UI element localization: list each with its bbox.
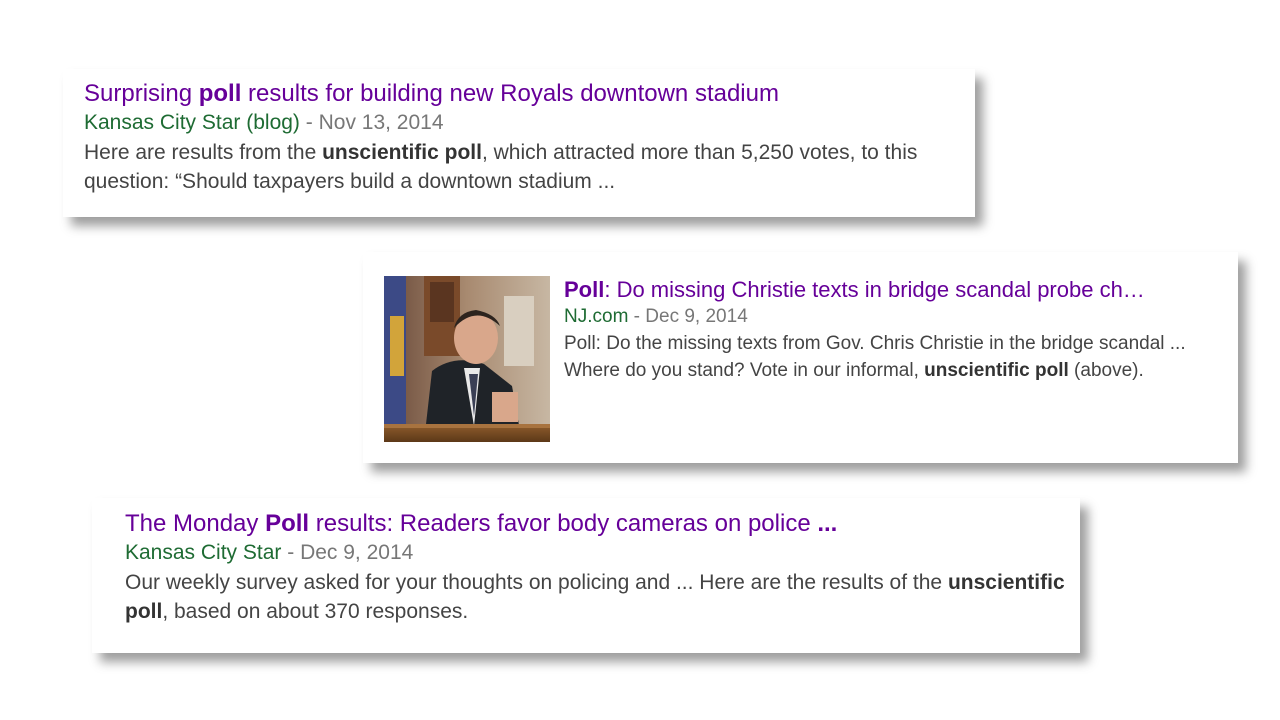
search-result-card: Surprising poll results for building new… (63, 69, 975, 217)
result-title-link[interactable]: Surprising poll results for building new… (84, 80, 975, 108)
result-date: Nov 13, 2014 (318, 111, 444, 134)
result-date: Dec 9, 2014 (300, 541, 414, 564)
snippet-part-bold: unscientific poll (125, 571, 1065, 623)
snippet-part-bold: unscientific poll (322, 141, 482, 164)
snippet-part: (above). (1068, 360, 1144, 381)
result-meta: NJ.com - Dec 9, 2014 (564, 303, 1214, 330)
title-part-bold: Poll (564, 277, 605, 302)
search-result-card: Poll: Do missing Christie texts in bridg… (363, 252, 1238, 463)
title-part: results for building new Royals downtown… (241, 80, 779, 107)
result-meta: Kansas City Star (blog) - Nov 13, 2014 (84, 108, 975, 138)
snippet-part: Poll: Do the missing texts from Gov. Chr… (564, 333, 1186, 381)
title-part-bold: ... (817, 510, 838, 537)
title-part: results: Readers favor body cameras on p… (309, 510, 818, 537)
search-result-card: The Monday Poll results: Readers favor b… (92, 498, 1080, 653)
title-part: Surprising (84, 80, 199, 107)
result-meta: Kansas City Star - Dec 9, 2014 (125, 538, 1080, 568)
snippet-part: , which attracted more than 5,250 votes,… (84, 141, 918, 193)
result-date: Dec 9, 2014 (645, 306, 748, 327)
title-part-bold: Poll (265, 510, 310, 537)
meta-separator: - (628, 306, 646, 327)
thumbnail-photo (384, 276, 550, 442)
result-thumbnail-image[interactable] (384, 276, 550, 442)
result-source: Kansas City Star (blog) (84, 111, 300, 134)
snippet-part: Our weekly survey asked for your thought… (125, 571, 948, 594)
result-title-link[interactable]: The Monday Poll results: Readers favor b… (125, 510, 1080, 538)
meta-separator: - (299, 111, 319, 134)
snippet-part-bold: unscientific poll (924, 360, 1069, 381)
snippet-part: Here are results from the (84, 141, 323, 164)
snippet-part: , based on about 370 responses. (162, 600, 469, 623)
title-part-bold: poll (198, 80, 242, 107)
result-snippet: Here are results from the unscientific p… (84, 138, 964, 196)
result-snippet: Our weekly survey asked for your thought… (125, 568, 1065, 626)
result-source: NJ.com (564, 306, 629, 327)
title-part: : Do missing Christie texts in bridge sc… (604, 277, 1145, 302)
meta-separator: - (281, 541, 301, 564)
result-source: Kansas City Star (125, 541, 282, 564)
result-snippet: Poll: Do the missing texts from Gov. Chr… (564, 330, 1204, 384)
title-part: The Monday (125, 510, 266, 537)
result-title-link[interactable]: Poll: Do missing Christie texts in bridg… (564, 276, 1224, 303)
